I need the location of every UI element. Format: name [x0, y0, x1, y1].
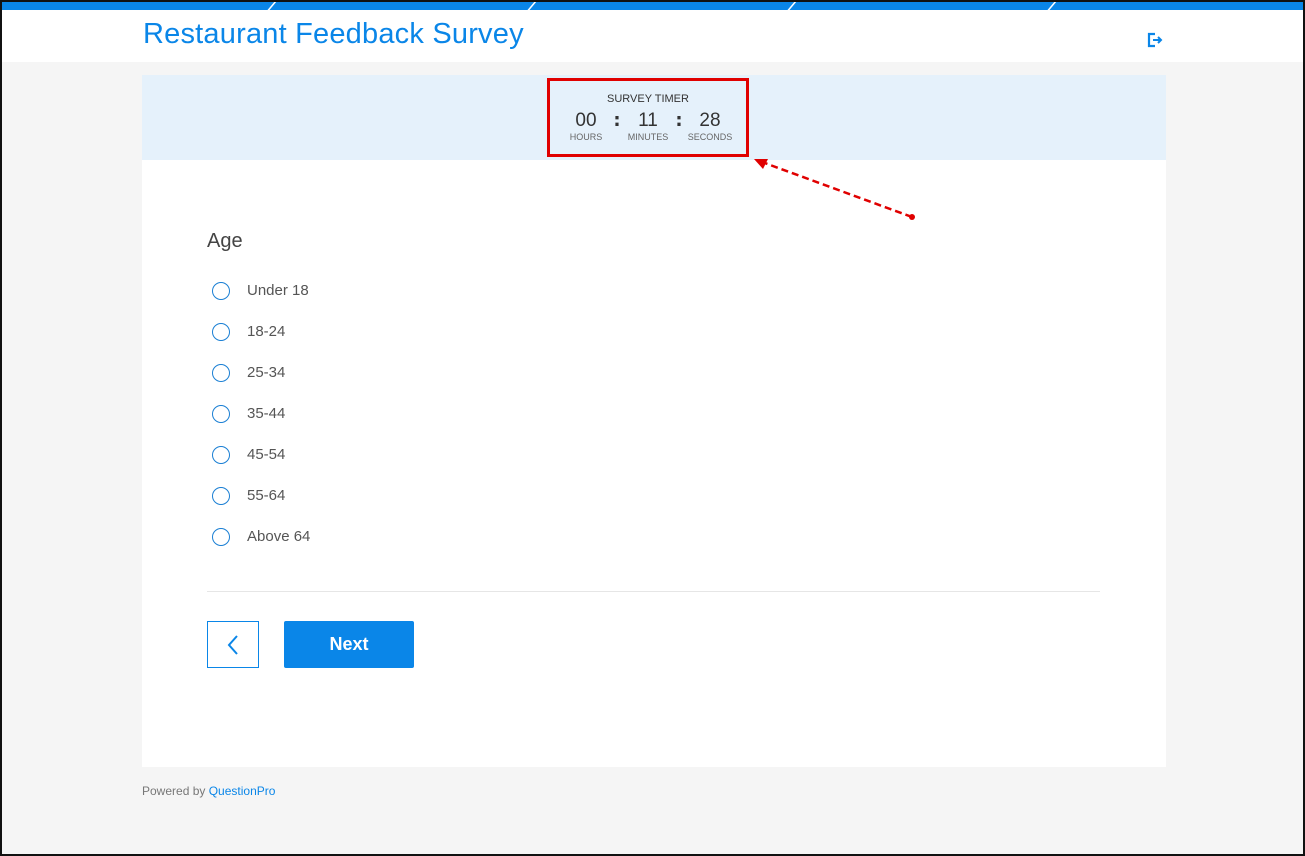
survey-timer: SURVEY TIMER 00 HOURS : 11 MINUTES : 28 SEC…	[547, 78, 749, 157]
option-label: 55-64	[247, 487, 286, 504]
option-25-34[interactable]: 25-34	[212, 352, 310, 393]
radio-button[interactable]	[212, 404, 230, 423]
top-accent-bar	[2, 2, 1303, 10]
chevron-left-icon	[227, 634, 238, 655]
question-title: Age	[207, 230, 243, 252]
option-label: Above 64	[247, 528, 311, 545]
radio-button[interactable]	[212, 527, 230, 546]
option-under-18[interactable]: Under 18	[212, 270, 310, 311]
powered-by-text: Powered by	[142, 784, 206, 798]
option-label: 35-44	[247, 405, 286, 422]
option-label: Under 18	[247, 282, 309, 299]
next-button[interactable]: Next	[284, 621, 414, 668]
radio-button[interactable]	[212, 322, 230, 341]
age-options: Under 18 18-24 25-34 35-44 45-54 55-64 A…	[212, 270, 310, 557]
radio-button[interactable]	[212, 486, 230, 505]
option-label: 45-54	[247, 446, 286, 463]
option-above-64[interactable]: Above 64	[212, 516, 310, 557]
option-45-54[interactable]: 45-54	[212, 434, 310, 475]
radio-button[interactable]	[212, 363, 230, 382]
divider	[207, 591, 1100, 592]
timer-band: SURVEY TIMER 00 HOURS : 11 MINUTES : 28 SEC…	[142, 75, 1166, 160]
minutes-label: MINUTES	[627, 132, 669, 142]
page-title: Restaurant Feedback Survey	[143, 18, 524, 50]
radio-button[interactable]	[212, 445, 230, 464]
back-button[interactable]	[207, 621, 259, 668]
option-label: 18-24	[247, 323, 286, 340]
seconds-label: SECONDS	[687, 132, 733, 142]
timer-label: SURVEY TIMER	[607, 93, 689, 105]
footer: Powered by QuestionPro	[142, 784, 275, 798]
radio-button[interactable]	[212, 281, 230, 300]
option-55-64[interactable]: 55-64	[212, 475, 310, 516]
hours-label: HOURS	[569, 132, 603, 142]
timer-separator: :	[613, 110, 621, 131]
questionpro-link[interactable]: QuestionPro	[208, 784, 276, 798]
header: Restaurant Feedback Survey	[2, 10, 1303, 62]
option-18-24[interactable]: 18-24	[212, 311, 310, 352]
timer-seconds: 28	[699, 110, 721, 131]
timer-hours: 00	[575, 110, 597, 131]
timer-separator: :	[675, 110, 683, 131]
option-35-44[interactable]: 35-44	[212, 393, 310, 434]
survey-card: SURVEY TIMER 00 HOURS : 11 MINUTES : 28 SEC…	[142, 75, 1166, 767]
exit-icon[interactable]	[1146, 31, 1164, 49]
option-label: 25-34	[247, 364, 286, 381]
timer-minutes: 11	[638, 110, 658, 131]
